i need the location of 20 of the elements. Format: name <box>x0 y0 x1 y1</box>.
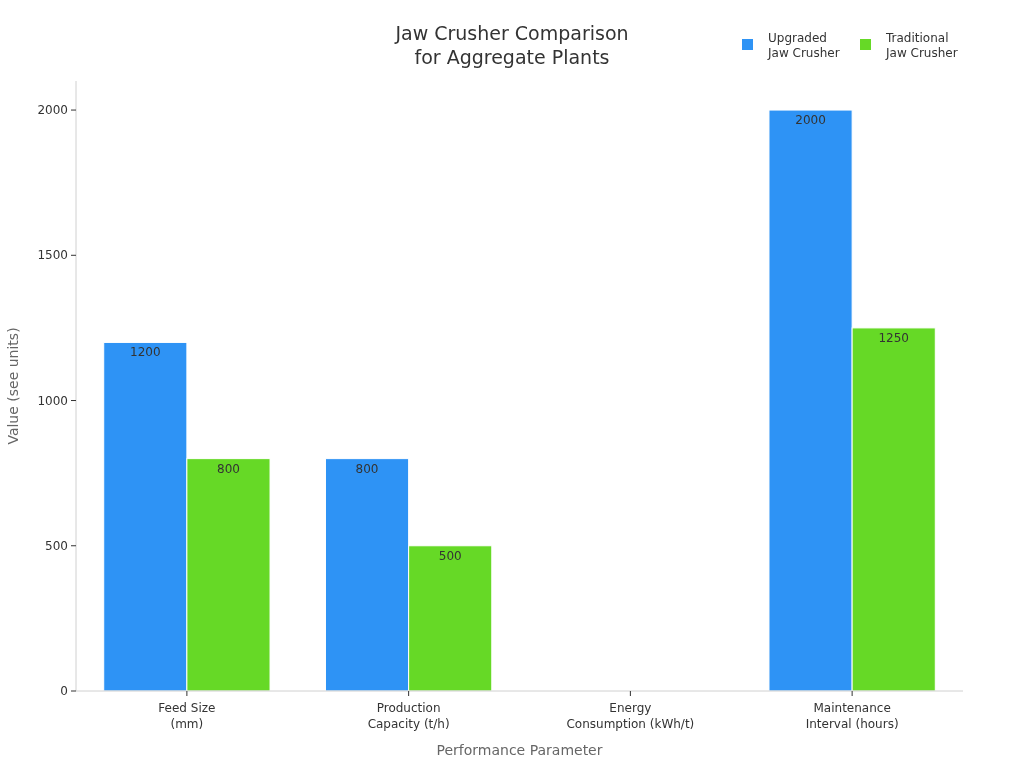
y-tick-label: 2000 <box>37 103 68 118</box>
legend-label: Traditional Jaw Crusher <box>885 31 958 60</box>
y-axis-title: Value (see units) <box>5 327 21 445</box>
data-label: 800 <box>355 461 379 476</box>
legend-label: Upgraded Jaw Crusher <box>767 31 840 60</box>
data-label: 2000 <box>795 113 826 128</box>
x-tick-label: Maintenance Interval (hours) <box>805 701 899 731</box>
x-axis-title: Performance Parameter <box>436 742 603 758</box>
x-tick-label: Feed Size (mm) <box>158 701 216 731</box>
data-label: 1250 <box>878 330 909 345</box>
y-tick-label: 1500 <box>37 248 68 263</box>
x-tick-label: Energy Consumption (kWh/t) <box>566 701 695 731</box>
y-tick-label: 1000 <box>37 393 68 408</box>
y-tick-label: 500 <box>45 538 68 553</box>
data-label: 800 <box>217 461 240 476</box>
data-label: 500 <box>438 548 462 563</box>
y-tick-label: 0 <box>60 684 68 698</box>
x-tick-label: Production Capacity (t/h) <box>367 701 450 731</box>
chart-title: Jaw Crusher Comparison for Aggregate Plants <box>394 22 629 68</box>
data-label: 1200 <box>130 345 161 360</box>
